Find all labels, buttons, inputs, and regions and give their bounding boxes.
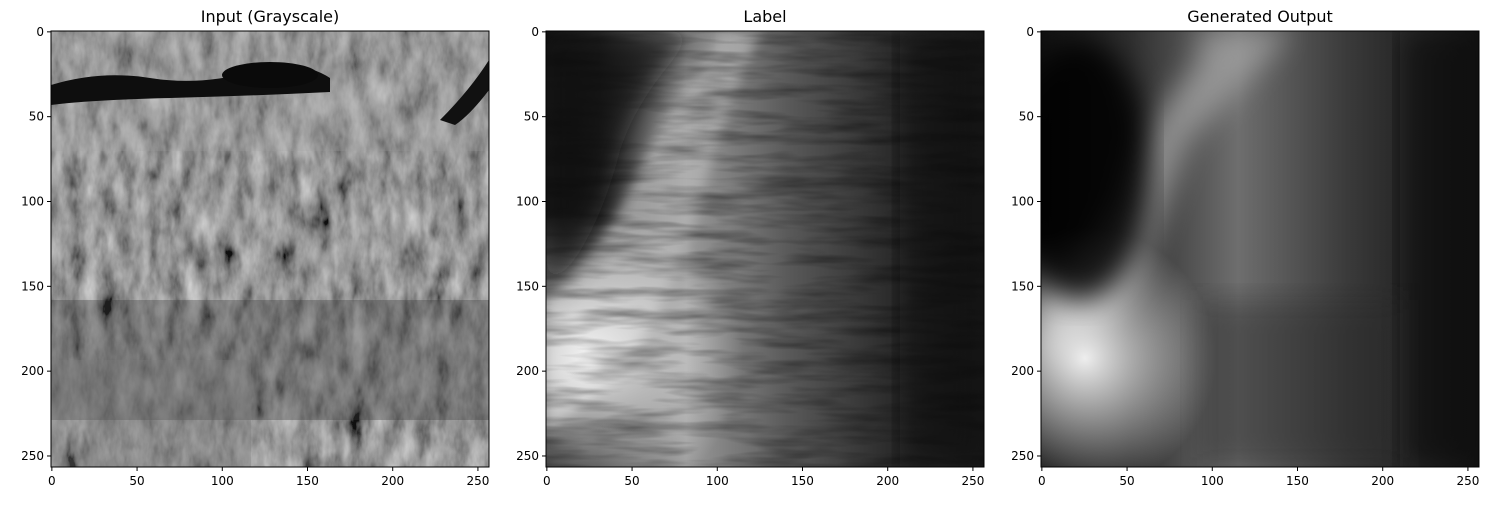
y-tick-label: 250 [21, 449, 44, 463]
x-tick-label: 100 [706, 474, 729, 488]
panel-generated: Generated Output [1040, 7, 1480, 468]
generated-axes-frame [1040, 30, 1480, 468]
panel-title-input: Input (Grayscale) [201, 7, 339, 26]
panel-input: Input (Grayscale) [50, 7, 490, 468]
y-tick-label: 200 [516, 364, 539, 378]
y-tick-label: 0 [531, 25, 539, 39]
label-axes-frame [545, 30, 985, 468]
y-tick-label: 200 [21, 364, 44, 378]
axis-ticks: 0 50 100 150 200 250 0 50 100 150 200 250 0 50 100 150 2… [21, 25, 1479, 488]
input-axes-frame [50, 30, 490, 468]
panel-title-label: Label [743, 7, 786, 26]
y-tick-label: 100 [21, 194, 44, 208]
y-tick-label: 250 [1011, 449, 1034, 463]
x-tick-label: 150 [791, 474, 814, 488]
y-tick-label: 200 [1011, 364, 1034, 378]
y-tick-label: 250 [516, 449, 539, 463]
y-tick-label: 150 [21, 279, 44, 293]
panel-label: Label [545, 7, 985, 468]
x-tick-label: 250 [466, 474, 489, 488]
y-tick-label: 50 [1019, 110, 1034, 124]
x-tick-label: 50 [129, 474, 144, 488]
x-tick-label: 0 [48, 474, 56, 488]
x-tick-label: 200 [1371, 474, 1394, 488]
panel-title-generated: Generated Output [1187, 7, 1333, 26]
y-tick-label: 50 [524, 110, 539, 124]
input-image [51, 31, 489, 467]
generated-image [1041, 31, 1479, 467]
y-tick-label: 0 [36, 25, 44, 39]
x-tick-label: 0 [543, 474, 551, 488]
y-tick-label: 100 [1011, 194, 1034, 208]
x-tick-label: 150 [1286, 474, 1309, 488]
label-image [546, 31, 984, 467]
y-tick-label: 150 [1011, 279, 1034, 293]
y-tick-label: 100 [516, 194, 539, 208]
x-tick-label: 250 [1456, 474, 1479, 488]
x-tick-label: 50 [1119, 474, 1134, 488]
x-tick-label: 0 [1038, 474, 1046, 488]
x-tick-label: 250 [961, 474, 984, 488]
x-tick-label: 200 [876, 474, 899, 488]
x-tick-label: 150 [296, 474, 319, 488]
y-tick-label: 50 [29, 110, 44, 124]
x-tick-label: 200 [381, 474, 404, 488]
y-tick-label: 0 [1026, 25, 1034, 39]
y-tick-label: 150 [516, 279, 539, 293]
x-tick-label: 100 [1201, 474, 1224, 488]
x-tick-label: 100 [211, 474, 234, 488]
x-tick-label: 50 [624, 474, 639, 488]
